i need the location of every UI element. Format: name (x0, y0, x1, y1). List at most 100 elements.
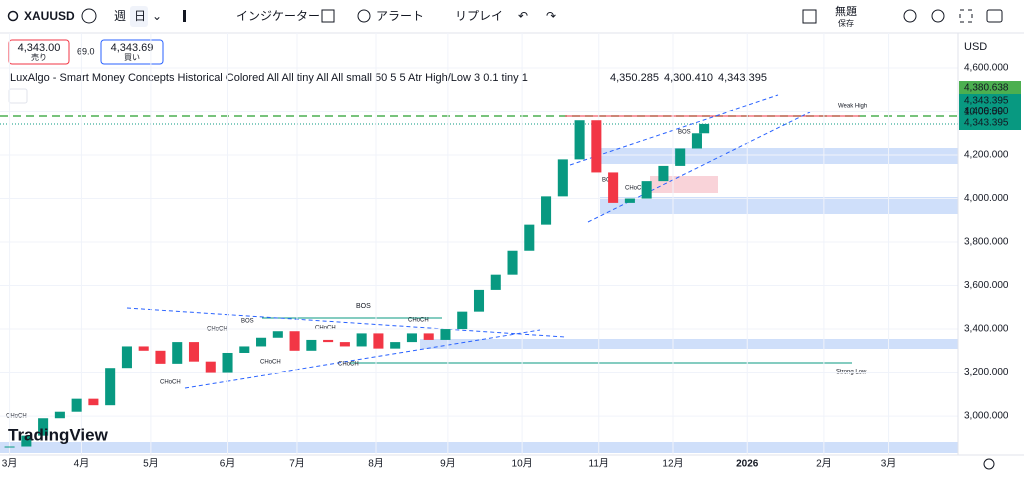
candle (4, 446, 15, 448)
quote-panel: 4,343.00 売り 69.0 4,343.69 買い LuxAlgo - S… (8, 39, 767, 104)
candle (323, 339, 334, 343)
interval-day[interactable]: 日 (134, 9, 146, 23)
candle (205, 361, 216, 373)
high-tag (959, 81, 1021, 94)
price-axis: USD 4,380.638 4,343.395 10:06:59 4,343.3… (0, 33, 1024, 470)
candle (675, 148, 686, 166)
x-tick-label: 10月 (512, 458, 533, 470)
candle (71, 398, 82, 412)
candle (608, 172, 619, 203)
redo[interactable]: ↷ (546, 9, 556, 23)
annotation: CHoCH (408, 318, 429, 324)
replay[interactable]: リプレイ (455, 9, 503, 23)
last-tag (959, 94, 1021, 130)
candle (306, 339, 317, 351)
candle (88, 398, 99, 406)
candle (105, 368, 116, 406)
candle (490, 274, 501, 290)
y-tick-label: 3,800.000 (964, 237, 1009, 248)
layout-name[interactable]: 無題 (835, 4, 857, 18)
candle (557, 159, 568, 197)
zone (420, 339, 958, 349)
fullscreen-box[interactable] (802, 9, 817, 24)
indicator-value: 4,300.410 (664, 72, 713, 84)
search-icon[interactable] (7, 10, 19, 22)
save[interactable]: 保存 (838, 18, 854, 28)
fullscreen-icon[interactable] (959, 9, 973, 23)
x-tick-label: 3月 (881, 458, 897, 470)
collapse-button[interactable] (8, 88, 28, 104)
candle (256, 337, 267, 347)
y-tick-label: 4,200.000 (964, 150, 1009, 161)
x-tick-label: 6月 (220, 458, 236, 470)
axis-settings[interactable] (983, 458, 995, 470)
plot (0, 33, 958, 455)
interval-week[interactable]: 週 (114, 9, 126, 23)
candle (38, 418, 49, 436)
x-tick-label: 4月 (74, 458, 90, 470)
toolbar: XAUUSD 週 日 ⌄ インジケーター アラート リプレイ ↶ ↷ 無題 保存 (0, 4, 1024, 34)
add-symbol[interactable] (81, 8, 97, 24)
zoom-icon[interactable] (903, 9, 917, 23)
candle (591, 120, 602, 173)
candle (624, 198, 635, 203)
x-tick-label: 12月 (662, 458, 683, 470)
interval-active (130, 6, 148, 27)
snapshot-icon[interactable] (986, 9, 1003, 23)
x-tick-label: 2026 (736, 459, 759, 470)
zone (600, 197, 958, 214)
y-tick-label: 3,200.000 (964, 367, 1009, 378)
chart-type-icon[interactable] (183, 10, 186, 22)
zone (600, 148, 958, 164)
indicator-value: 4,343.395 (718, 72, 767, 84)
candle (222, 352, 233, 373)
indicator-name: LuxAlgo - Smart Money Concepts Historica… (10, 72, 528, 84)
smc-zones: BOS CHoCH CHoCH BOS CHoCH CHoCH CHoCH CH… (0, 94, 958, 453)
x-tick-label: 11月 (589, 458, 609, 470)
buy-button[interactable] (100, 39, 164, 65)
alert[interactable]: アラート (376, 9, 424, 23)
candle (373, 333, 384, 349)
spread: 69.0 (77, 46, 95, 56)
annotation: CHoCH (260, 360, 281, 366)
symbol[interactable]: XAUUSD (24, 9, 75, 23)
y-tick-label: 3,400.000 (964, 324, 1009, 335)
x-tick-label: 9月 (440, 458, 456, 470)
layout-icon[interactable] (321, 9, 335, 23)
logo: TradingView (8, 425, 109, 444)
currency[interactable]: USD (964, 41, 987, 53)
trendline (184, 329, 541, 389)
buy-price: 4,343.69 (111, 42, 154, 54)
zone (0, 442, 958, 453)
candle (507, 250, 518, 275)
last-tag-text: 4,343.395 (964, 96, 1009, 107)
dropdown[interactable]: ⌄ (152, 9, 162, 23)
candle (574, 120, 585, 160)
candle (121, 346, 132, 369)
candle (440, 329, 451, 340)
candle (54, 411, 65, 419)
buy-label: 買い (124, 53, 140, 62)
undo[interactable]: ↶ (518, 9, 528, 23)
annotation: BOS (241, 319, 254, 325)
indicators[interactable]: インジケーター (236, 9, 320, 23)
candle (641, 181, 652, 199)
settings-icon[interactable] (931, 9, 945, 23)
high-tag-text: 4,380.638 (964, 83, 1009, 94)
x-tick-label: 3月 (2, 458, 18, 470)
candle (289, 331, 300, 351)
sell-button[interactable] (8, 39, 70, 65)
trendline (126, 307, 566, 338)
sell-price: 4,343.00 (18, 42, 61, 54)
candle (541, 196, 552, 225)
y-tick-label: 3,600.000 (964, 280, 1009, 291)
y-tick-label: 4,000.000 (964, 193, 1009, 204)
candle (172, 342, 183, 364)
candle (138, 346, 149, 351)
alert-icon[interactable] (357, 9, 371, 23)
trendline (569, 94, 779, 166)
y-tick-label: 4,600.000 (964, 63, 1009, 74)
candle (356, 333, 367, 347)
annotation: Weak High (838, 104, 867, 110)
candle (188, 342, 200, 362)
